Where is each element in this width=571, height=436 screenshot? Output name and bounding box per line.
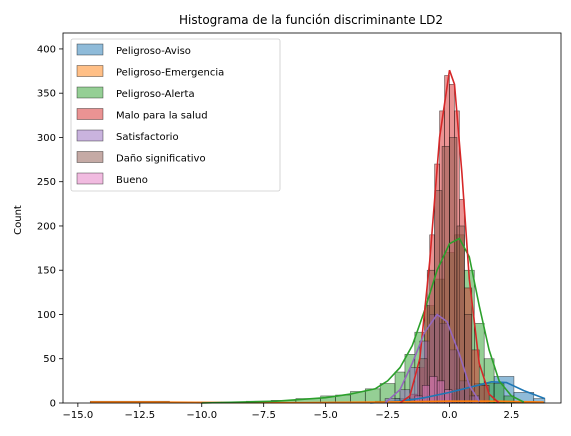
legend-swatch <box>76 43 104 56</box>
histogram-bar <box>449 137 458 404</box>
legend-label: Peligroso-Emergencia <box>116 68 224 79</box>
x-tick-label: −2.5 <box>375 410 399 421</box>
x-axis: −15.0 −12.5 −10.0 −7.5 −5.0 −2.5 0.0 2.5 <box>63 403 519 421</box>
kde-line-2 <box>201 237 525 404</box>
legend-swatch <box>76 86 104 99</box>
legend-label: Daño significativo <box>116 154 206 165</box>
y-tick-label: 400 <box>37 44 56 55</box>
x-tick-label: −10.0 <box>186 410 217 421</box>
legend-swatch <box>76 65 104 77</box>
y-tick-label: 150 <box>37 266 56 277</box>
y-tick-label: 0 <box>50 399 56 410</box>
histogram-bar <box>456 225 465 404</box>
legend-swatch <box>76 172 104 185</box>
histogram-bar <box>429 376 438 404</box>
y-tick-label: 250 <box>37 177 56 188</box>
histogram-bar <box>421 384 430 404</box>
kde-layer <box>90 69 546 404</box>
x-tick-label: −15.0 <box>63 410 94 421</box>
x-tick-label: 0.0 <box>442 410 458 421</box>
y-tick-label: 50 <box>43 354 56 365</box>
histogram-bar <box>464 314 473 404</box>
legend-swatch <box>76 151 104 163</box>
legend-label: Peligroso-Alerta <box>116 89 195 100</box>
y-axis-label: Count <box>13 205 24 235</box>
x-tick-label: −7.5 <box>252 410 276 421</box>
y-tick-label: 100 <box>37 310 56 321</box>
kde-line-0 <box>370 380 546 404</box>
series-bars-5 <box>419 137 473 404</box>
x-tick-label: −12.5 <box>124 410 155 421</box>
kde-line-1 <box>90 400 544 404</box>
histogram-bar <box>436 380 445 404</box>
legend-swatch <box>76 129 104 142</box>
legend-label: Peligroso-Aviso <box>116 46 191 57</box>
legend-label: Satisfactorio <box>116 132 179 143</box>
plot-frame <box>62 32 562 404</box>
kde-line-3 <box>399 69 500 404</box>
y-tick-label: 200 <box>37 221 56 232</box>
legend: Peligroso-Aviso Peligroso-Emergencia Pelig… <box>70 38 281 192</box>
x-tick-label: 2.5 <box>503 410 519 421</box>
legend-swatch <box>76 108 104 120</box>
kde-line-4 <box>384 313 480 404</box>
histogram-bar <box>441 146 450 404</box>
y-tick-label: 300 <box>37 133 56 144</box>
y-axis: 0 50 100 150 200 250 300 350 400 <box>37 44 63 410</box>
legend-label: Malo para la salud <box>116 111 208 122</box>
histogram-bar <box>434 190 443 404</box>
chart-title: Histograma de la función discriminante L… <box>179 13 443 27</box>
legend-label: Bueno <box>116 175 148 186</box>
x-tick-label: −5.0 <box>313 410 337 421</box>
y-tick-label: 350 <box>37 89 56 100</box>
legend-frame <box>70 38 281 192</box>
